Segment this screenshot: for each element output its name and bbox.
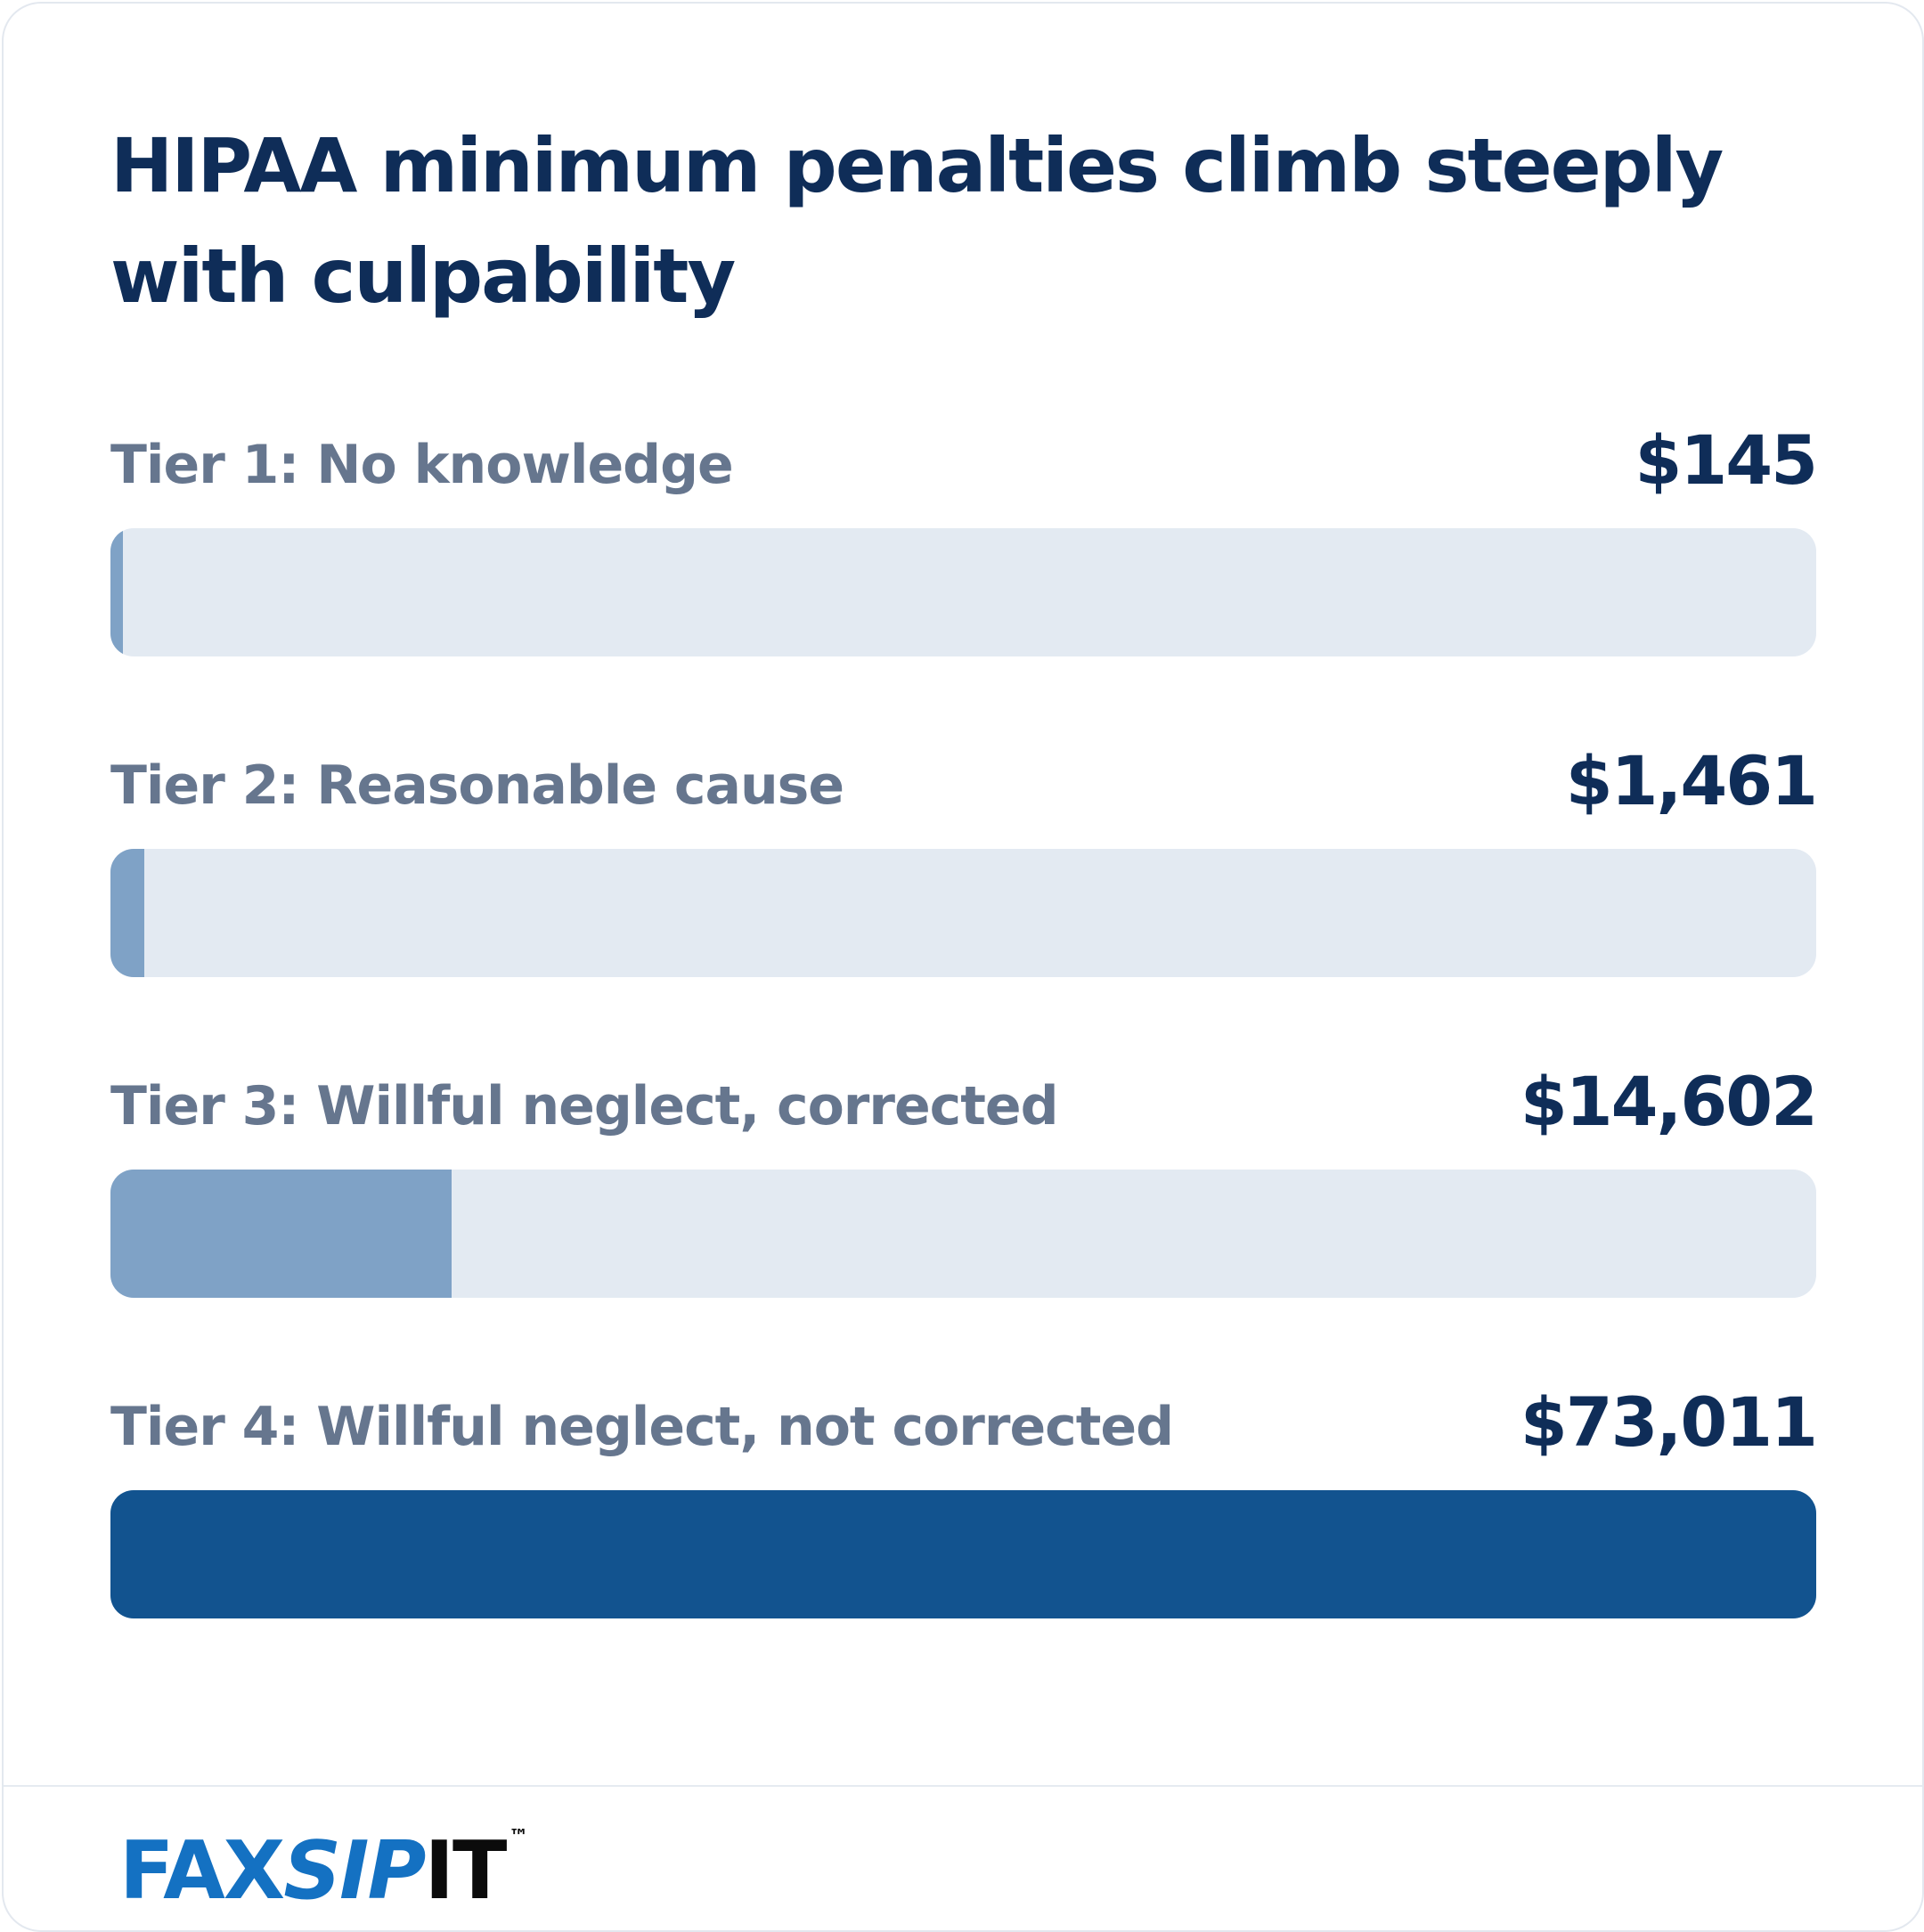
category-label: Tier 3: Willful neglect, corrected [110, 1075, 1059, 1137]
bar [110, 1170, 452, 1298]
data-label: $145 [1635, 420, 1818, 500]
bar-row: Tier 2: Reasonable cause $1,461 [110, 741, 1818, 1044]
bar-track [110, 528, 1816, 656]
logo-trademark: ™ [509, 1826, 529, 1848]
category-label: Tier 2: Reasonable cause [110, 754, 844, 817]
data-label: $1,461 [1565, 741, 1818, 820]
footer-divider [4, 1785, 1922, 1787]
chart-title: HIPAA minimum penalties climb steeply wi… [110, 122, 1724, 320]
bar-track [110, 849, 1816, 977]
bar [110, 528, 123, 656]
data-label: $73,011 [1520, 1382, 1818, 1462]
bar-row: Tier 3: Willful neglect, corrected $14,60… [110, 1062, 1818, 1365]
bar [110, 1490, 1816, 1618]
bar-track [110, 1170, 1816, 1298]
logo-fax-text: FAX [119, 1824, 285, 1918]
faxsipit-logo: FAXSIPIT ™ [119, 1824, 529, 1918]
category-label: Tier 4: Willful neglect, not corrected [110, 1396, 1174, 1458]
bar-row: Tier 4: Willful neglect, not corrected $7… [110, 1382, 1818, 1685]
category-label: Tier 1: No knowledge [110, 434, 734, 496]
logo-sip-text: SIP [283, 1824, 426, 1918]
bar-track [110, 1490, 1816, 1618]
bar [110, 849, 144, 977]
logo-it-text: IT [424, 1824, 507, 1918]
data-label: $14,602 [1520, 1062, 1818, 1141]
bar-row: Tier 1: No knowledge $145 [110, 420, 1818, 723]
